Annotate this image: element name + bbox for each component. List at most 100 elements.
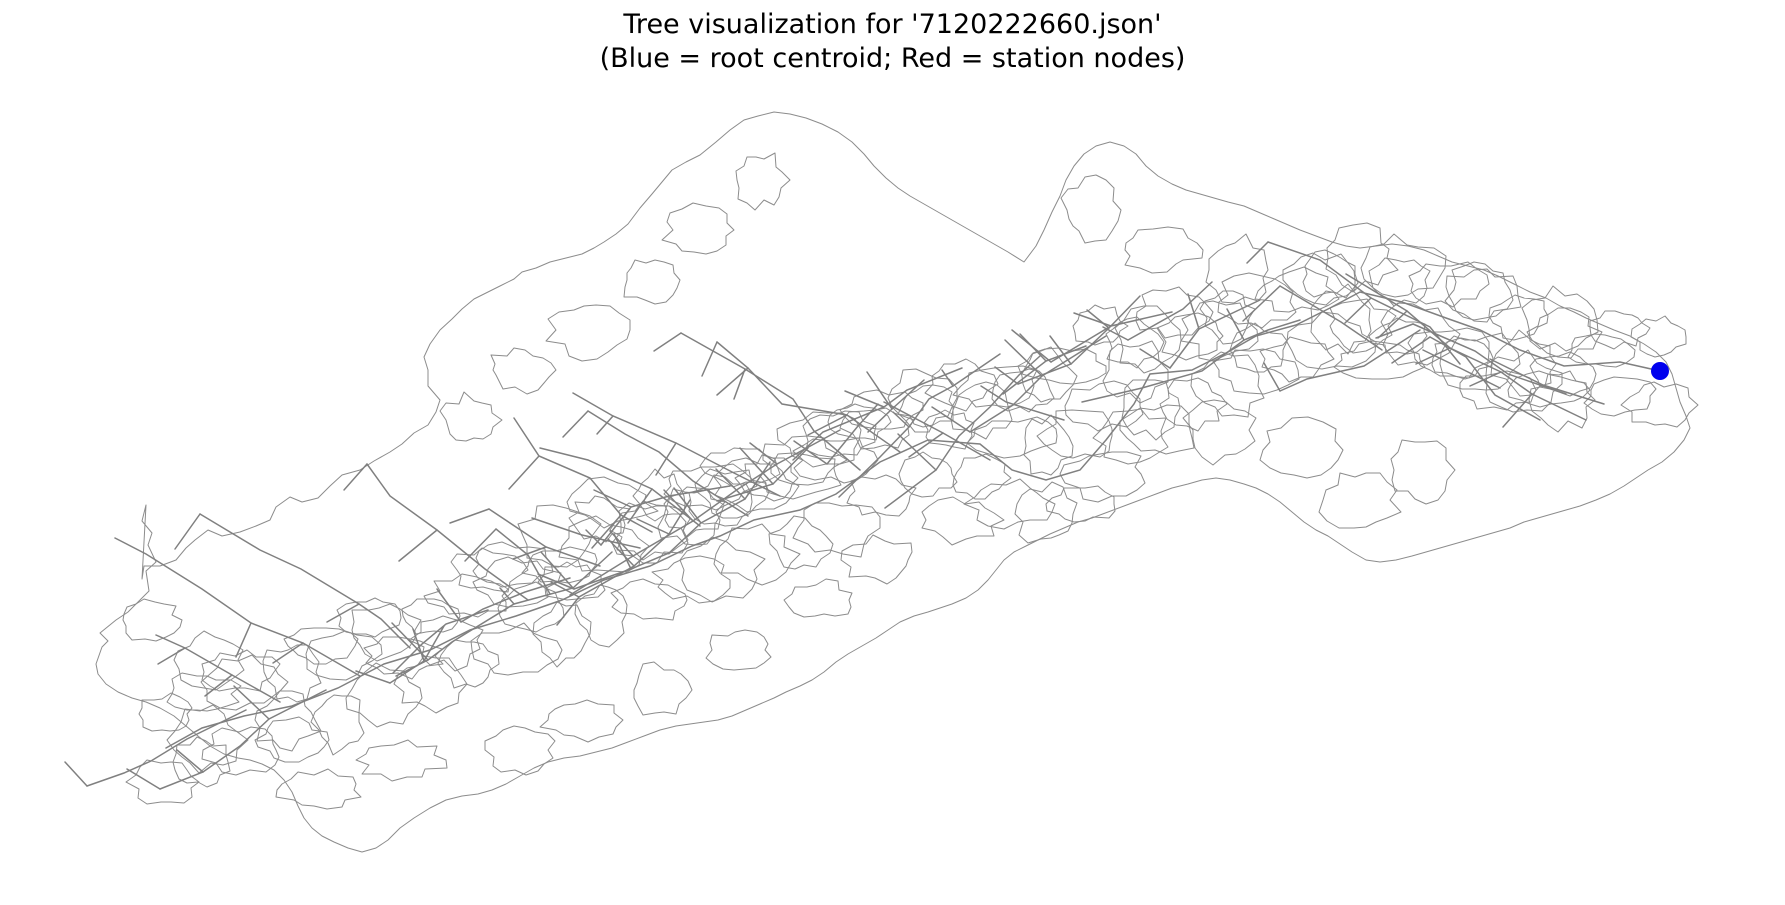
branch-edge-11 <box>1050 311 1173 363</box>
subbasin-122 <box>517 504 602 568</box>
subbasin-149 <box>484 725 556 776</box>
subbasin-97 <box>802 410 877 458</box>
subbasin-73 <box>201 726 280 776</box>
branch-edge-13 <box>969 335 1107 433</box>
subbasin-127 <box>545 304 631 362</box>
tributary-edge <box>1246 241 1269 264</box>
subbasin-70 <box>262 644 322 703</box>
subbasin-13 <box>1368 317 1428 355</box>
tributary-edge <box>931 406 971 433</box>
subbasin-139 <box>1318 472 1402 529</box>
subbasin-8 <box>1445 268 1522 321</box>
tributary-edge <box>636 518 670 535</box>
subbasin-144 <box>840 534 913 585</box>
branch-edge-40 <box>572 392 781 497</box>
subbasin-71 <box>254 716 330 763</box>
subbasin-134 <box>1368 257 1431 307</box>
branch-edge-3 <box>1429 336 1541 421</box>
tributary-edge <box>508 455 540 490</box>
tributary-edge <box>355 670 391 684</box>
subbasin-113 <box>166 704 249 774</box>
subbasin-150 <box>355 739 448 782</box>
subbasin-44 <box>792 437 879 484</box>
subbasin-62 <box>423 573 509 618</box>
subbasin-120 <box>632 468 686 522</box>
subbasin-124 <box>735 152 791 211</box>
tributary-edge <box>391 622 429 661</box>
subbasin-29 <box>1092 408 1169 465</box>
subbasin-137 <box>1567 333 1636 368</box>
branch-edge-38 <box>716 341 901 453</box>
subbasin-14 <box>1325 222 1399 293</box>
subbasin-65 <box>393 655 468 714</box>
subbasin-88 <box>1135 286 1214 339</box>
subbasin-131 <box>1124 226 1204 274</box>
subbasin-115 <box>923 409 975 450</box>
tributary-edge <box>593 489 632 508</box>
subbasin-104 <box>537 561 606 601</box>
branch-edge-17 <box>792 367 963 461</box>
subbasin-78 <box>1529 351 1597 397</box>
subbasin-61 <box>470 622 563 676</box>
subbasin-9 <box>1439 332 1521 391</box>
subbasin-96 <box>839 389 924 430</box>
subbasin-21 <box>1212 348 1300 395</box>
subbasin-20 <box>1217 272 1297 329</box>
subbasin-68 <box>305 630 383 681</box>
tributary-edge <box>607 538 635 567</box>
branch-edge-41 <box>587 410 749 517</box>
subbasin-136 <box>1521 285 1599 352</box>
subbasin-94 <box>924 358 999 412</box>
branch-edge-23 <box>600 485 731 546</box>
tributary-edge <box>537 573 575 590</box>
subbasin-24 <box>1156 312 1224 361</box>
subbasin-47 <box>768 515 834 570</box>
subbasin-56 <box>558 515 650 573</box>
subbasin-32 <box>1036 409 1113 459</box>
subbasin-72 <box>200 654 289 711</box>
tributary-edge <box>1469 371 1502 387</box>
branch-edge-2 <box>1412 323 1567 395</box>
branch-edge-31 <box>199 513 411 649</box>
tributary-edge <box>1086 309 1110 329</box>
subbasin-59 <box>532 601 592 668</box>
branch-edge-9 <box>1169 299 1261 369</box>
subbasin-34 <box>1023 414 1074 476</box>
tributary-edge <box>716 367 749 396</box>
subbasin-43 <box>846 474 917 517</box>
tributary-edge <box>653 332 682 352</box>
subbasin-33 <box>1045 485 1116 523</box>
tributary-edge <box>1344 297 1372 324</box>
subbasin-93 <box>952 365 1038 408</box>
subbasin-36 <box>966 416 1058 459</box>
subbasin-41 <box>898 451 958 498</box>
subbasin-49 <box>713 523 801 586</box>
subbasin-129 <box>439 391 503 442</box>
branch-edge-25 <box>513 417 653 533</box>
tributary-edge <box>204 674 233 697</box>
subbasin-23 <box>1190 351 1265 418</box>
subbasin-22 <box>1199 290 1256 345</box>
tributary-edge <box>1019 333 1047 362</box>
subbasin-109 <box>336 597 402 638</box>
branch-edge-6 <box>1279 329 1421 392</box>
subbasin-118 <box>699 447 781 488</box>
branch-edge-10 <box>1127 281 1213 341</box>
subbasin-133 <box>1282 252 1356 306</box>
subbasin-30 <box>1064 380 1144 432</box>
tributary-edge <box>1242 285 1281 322</box>
subbasin-135 <box>1444 261 1514 323</box>
branch-edge-42 <box>539 447 701 527</box>
subbasin-28 <box>1102 340 1169 404</box>
catchment-outline <box>95 111 1691 853</box>
branch-edge-21 <box>716 447 809 502</box>
tributary-edge <box>1263 362 1281 392</box>
subbasin-75 <box>172 736 231 788</box>
tributary-edge <box>235 622 252 658</box>
subbasin-45 <box>792 502 881 558</box>
subbasin-51 <box>679 536 766 603</box>
subbasin-48 <box>713 457 800 513</box>
subbasin-114 <box>991 368 1055 413</box>
tributary-edge <box>1391 336 1431 364</box>
tributary-edge <box>793 440 828 465</box>
